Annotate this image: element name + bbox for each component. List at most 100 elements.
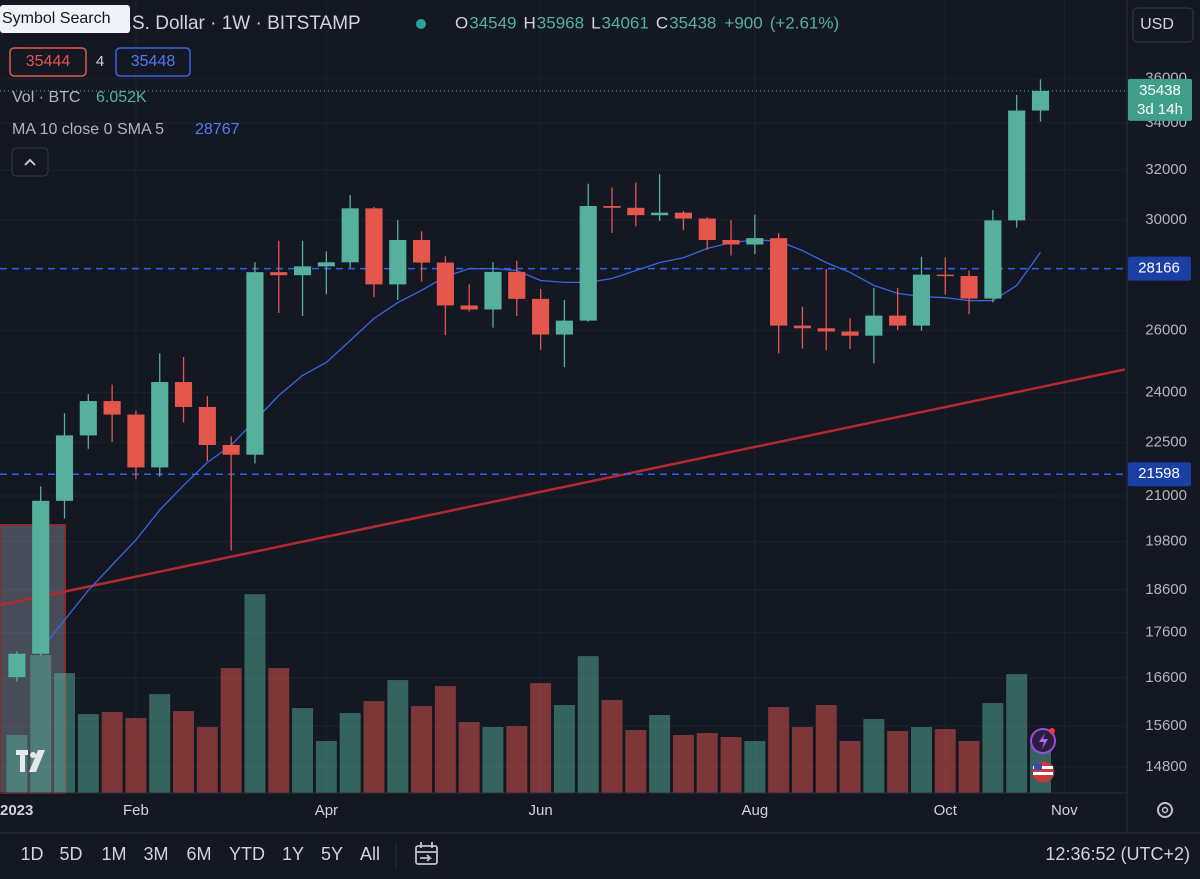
candle-body	[698, 218, 716, 240]
clock: 12:36:52 (UTC+2)	[1045, 844, 1190, 864]
range-button[interactable]: 3M	[143, 844, 168, 864]
candle-body	[151, 382, 169, 468]
volume-bar	[910, 727, 932, 793]
ask-price: 35448	[131, 53, 176, 70]
range-button[interactable]: 5D	[59, 844, 82, 864]
volume-bar	[744, 741, 766, 793]
volume-bar	[339, 713, 361, 793]
volume-bar	[54, 673, 75, 793]
range-button[interactable]: 1Y	[282, 844, 304, 864]
flag-stripe	[1033, 772, 1053, 775]
y-tick-label: 19800	[1145, 533, 1187, 550]
ask-box[interactable]	[115, 47, 191, 77]
currency-button[interactable]	[1132, 7, 1194, 43]
x-tick-label: Oct	[934, 802, 958, 819]
x-tick-label: 2023	[0, 802, 33, 819]
candle-body	[103, 401, 121, 415]
range-button[interactable]: 1M	[101, 844, 126, 864]
y-tick-label: 18600	[1145, 581, 1187, 598]
candle-body	[746, 238, 764, 245]
volume-bar	[530, 683, 552, 793]
volume-legend-value: 6.052K	[96, 89, 147, 106]
volume-bar	[77, 714, 99, 793]
y-tick-label: 15600	[1145, 717, 1187, 734]
trend-line	[0, 368, 1126, 607]
bid-box[interactable]	[9, 47, 87, 77]
ohlc-item: 35968	[537, 13, 584, 32]
ohlc-item: 35438	[669, 13, 716, 32]
candle-body	[1031, 90, 1050, 111]
candle-body	[460, 305, 478, 310]
candle-body	[532, 298, 550, 335]
volume-bar	[411, 706, 433, 793]
candle-body	[55, 435, 74, 501]
tooltip-text: Symbol Search	[2, 10, 111, 27]
range-button[interactable]: 1D	[20, 844, 43, 864]
y-tick-label: 17600	[1145, 624, 1187, 641]
ma-legend: MA 10 close 0 SMA 5	[12, 121, 164, 138]
volume-bar	[434, 686, 456, 793]
candle-body	[984, 220, 1002, 299]
alert-icon-bolt	[1039, 733, 1048, 749]
volume-bar	[791, 727, 813, 793]
collapse-button[interactable]	[11, 147, 49, 177]
candle-body	[889, 315, 907, 326]
volume-bar	[720, 737, 742, 793]
volume-bar	[268, 668, 290, 793]
ma-legend-value: 28767	[195, 121, 240, 138]
candle-body	[317, 262, 335, 267]
volume-bar	[220, 668, 242, 793]
volume-bar	[363, 701, 385, 793]
candle-body	[198, 406, 216, 446]
ohlc-item: L	[591, 13, 600, 32]
y-tick-label: 32000	[1145, 161, 1187, 178]
flag-canton	[1034, 763, 1042, 770]
candle-body	[841, 331, 859, 336]
candle-body	[579, 206, 597, 321]
settings-icon[interactable]	[1157, 802, 1173, 818]
candle-body	[413, 239, 431, 263]
last-price-box	[1128, 78, 1192, 121]
volume-bar	[887, 731, 909, 793]
date-range-icon[interactable]	[415, 842, 438, 865]
candle-body	[1008, 110, 1026, 221]
volume-bar	[768, 707, 790, 793]
volume-bar	[315, 741, 337, 793]
volume-bar	[553, 705, 575, 793]
volume-bar	[244, 594, 266, 793]
volume-bar	[101, 712, 123, 793]
volume-legend: Vol · BTC	[12, 89, 80, 106]
y-tick-label: 16600	[1145, 669, 1187, 686]
volume-bar	[30, 655, 52, 793]
range-button[interactable]: 6M	[186, 844, 211, 864]
alert-dot	[1049, 728, 1055, 734]
candle-body	[865, 315, 883, 336]
ohlc-item: 34549	[469, 13, 516, 32]
range-button[interactable]: 5Y	[321, 844, 343, 864]
candle-body	[127, 414, 145, 468]
volume-bar	[839, 741, 861, 793]
range-button[interactable]: YTD	[229, 844, 265, 864]
volume-bar	[458, 722, 480, 793]
candle-body	[936, 274, 954, 277]
x-tick-label: Apr	[315, 802, 338, 819]
last-price-label: 35438	[1139, 82, 1181, 99]
candle-body	[817, 328, 835, 332]
candle-body	[508, 271, 526, 299]
countdown: 3d 14h	[1137, 101, 1183, 118]
range-button[interactable]: All	[360, 844, 380, 864]
candle-body	[389, 239, 407, 285]
volume-bar	[6, 735, 28, 793]
volume-bar	[292, 708, 314, 793]
x-tick-label: Feb	[123, 802, 149, 819]
collapse-chevron	[24, 158, 36, 166]
candle-body	[627, 207, 645, 216]
x-tick-label: Aug	[741, 802, 768, 819]
candle-body	[246, 272, 264, 455]
volume-bar	[149, 694, 171, 793]
candle-body	[341, 208, 359, 263]
candle-body	[793, 325, 812, 329]
tooltip	[0, 5, 130, 33]
